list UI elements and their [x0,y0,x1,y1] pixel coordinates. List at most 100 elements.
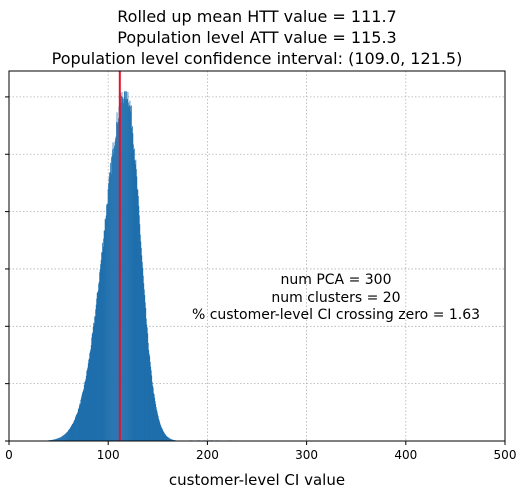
histogram-bar [71,425,72,441]
histogram-bar [114,141,116,442]
histogram-bar [117,123,118,442]
histogram-bar [106,203,108,441]
histogram-bar [144,295,146,441]
histogram-bar [159,421,161,441]
histogram-bar [54,439,56,441]
histogram-bar [51,439,52,441]
histogram-bar [167,437,169,441]
histogram-bar [159,423,161,441]
histogram-bar [125,98,126,441]
histogram-bar [110,173,112,442]
histogram-bar [57,438,58,441]
histogram-bar [148,349,150,441]
histogram-bar [79,403,81,441]
histogram-bar [143,289,145,441]
histogram-bar [112,149,113,441]
histogram-bar [131,127,133,441]
histogram-bar [76,413,78,441]
histogram-bar [131,105,132,441]
histogram-bar [123,98,125,441]
histogram-bar [83,388,85,441]
histogram-bar [141,262,143,441]
histogram-bar [170,438,171,441]
histogram-bar [140,247,142,441]
histogram-bar [61,436,63,441]
histogram-bar [59,437,60,441]
y-axis-ticks [5,96,9,442]
histogram-bar [135,159,137,441]
histogram-bar [145,318,147,441]
histogram-bar [104,218,106,441]
histogram-bar [55,439,56,441]
histogram-bar [64,434,66,441]
histogram-bar [95,309,97,441]
histogram-bar [90,349,92,441]
chart-title: Rolled up mean HTT value = 111.7 Populat… [52,7,463,68]
histogram-bar [163,431,165,441]
histogram-bar [150,370,152,441]
histogram-bar [143,283,145,441]
grid-lines [9,71,505,441]
histogram-bar [52,439,54,441]
histogram-bar [111,155,113,442]
histogram-bar [78,405,80,441]
histogram-bar [67,431,69,441]
histogram-bar [101,252,103,441]
histogram-bar [160,426,162,441]
histogram-bar [91,337,93,441]
histogram-bar [58,438,59,441]
histogram-bar [136,176,138,441]
histogram-bar [129,105,130,442]
histogram-bar [133,148,135,442]
histogram-bar [161,427,163,441]
histogram-bar [70,427,71,441]
histogram-bar [82,390,84,441]
histogram-bar [68,430,69,441]
histogram-bar [111,157,112,441]
histogram-bar [155,403,157,441]
histogram-bar [62,435,64,441]
histogram-bar [136,188,138,441]
histogram-bar [79,403,81,441]
histogram-bar [65,433,66,441]
histogram-bar [73,421,75,441]
x-tick-label-4: 400 [394,448,417,462]
histogram-bar [141,255,143,441]
histogram-bar [121,95,122,441]
histogram-bar [73,420,75,441]
histogram-bar [66,432,68,441]
histogram-bar [128,102,129,441]
histogram-bar [130,111,132,441]
histogram-bar [149,356,151,441]
histogram-bar [160,425,162,441]
histogram-bar [129,100,131,441]
histogram-bar [168,438,170,441]
histogram-bar [155,407,157,441]
histogram-bar [142,267,144,441]
histogram-bar [56,438,58,441]
histogram-bar [90,345,92,441]
histogram-bar [99,272,101,441]
histogram-bar [100,264,102,441]
histogram-bar [125,91,127,441]
histogram-bar [75,416,77,441]
histogram-bar [156,409,158,441]
histogram-bar [149,362,151,441]
histogram-bar [127,91,129,441]
histogram-bar [88,359,90,441]
histogram-bar [72,422,74,441]
histogram-bar [121,92,123,441]
histogram-bar [75,414,77,441]
histogram-bar [146,327,148,441]
histogram-bar [96,292,98,441]
histogram-bar [147,333,149,441]
histogram-bar [83,384,85,441]
histogram-bar [107,204,108,441]
histogram-bar [128,106,130,441]
histogram-bar [106,205,107,441]
title-line-1: Rolled up mean HTT value = 111.7 [117,7,396,26]
histogram-bar [63,435,64,441]
histogram-bar [169,438,171,441]
histogram-bar [80,399,82,441]
histogram-bar [144,302,146,441]
